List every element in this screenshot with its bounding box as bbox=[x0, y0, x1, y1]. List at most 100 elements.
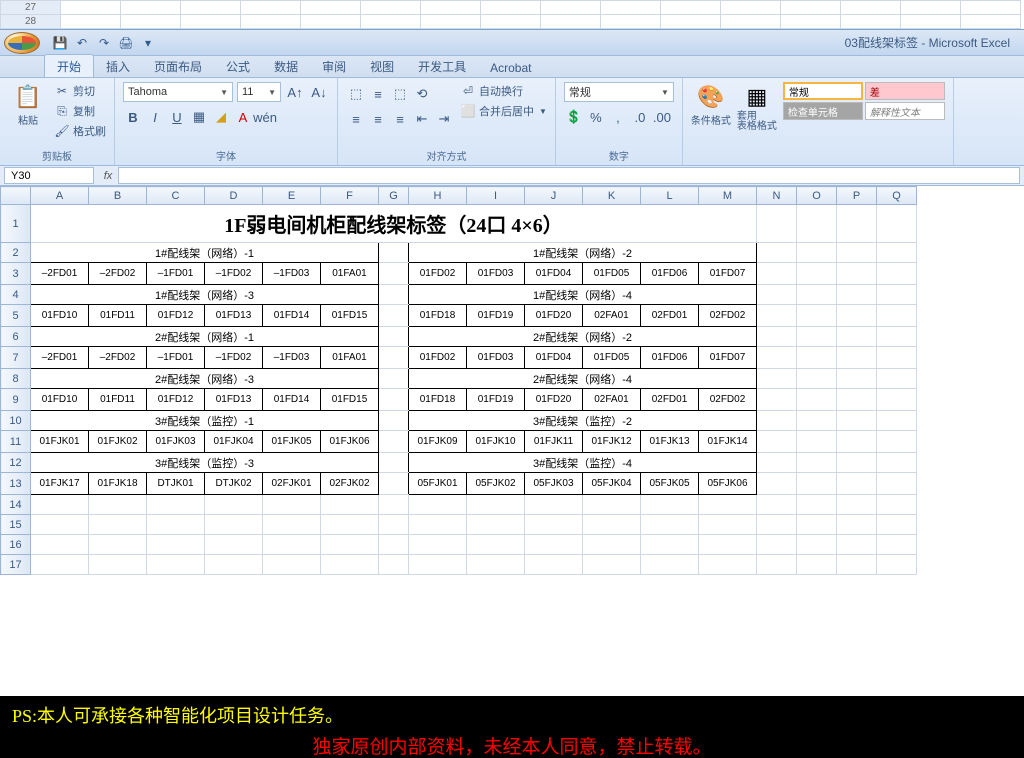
spreadsheet-grid[interactable]: ABCDEFGHIJKLMNOPQ 11F弱电间机柜配线架标签（24口 4×6）… bbox=[0, 186, 917, 575]
cell[interactable]: 01FJK09 bbox=[409, 431, 467, 453]
cell[interactable] bbox=[757, 535, 797, 555]
cell[interactable] bbox=[877, 243, 917, 263]
cell[interactable] bbox=[89, 555, 147, 575]
cell[interactable] bbox=[379, 263, 409, 285]
cell[interactable]: 1#配线架（网络）-4 bbox=[409, 285, 757, 305]
tab-dev[interactable]: 开发工具 bbox=[406, 55, 478, 77]
cell[interactable] bbox=[641, 495, 699, 515]
cell[interactable] bbox=[379, 389, 409, 411]
cell[interactable] bbox=[797, 243, 837, 263]
cell[interactable] bbox=[837, 535, 877, 555]
cell[interactable]: 01FD12 bbox=[147, 389, 205, 411]
cell[interactable]: –1FD02 bbox=[205, 347, 263, 369]
cell[interactable] bbox=[757, 515, 797, 535]
italic-button[interactable]: I bbox=[145, 107, 165, 127]
cell[interactable] bbox=[797, 327, 837, 347]
cell[interactable]: 01FA01 bbox=[321, 347, 379, 369]
cell[interactable]: 01FD15 bbox=[321, 305, 379, 327]
cell[interactable]: 01FD04 bbox=[525, 263, 583, 285]
comma-icon[interactable]: , bbox=[608, 107, 628, 127]
cell[interactable]: 01FJK05 bbox=[263, 431, 321, 453]
indent-inc-icon[interactable]: ⇥ bbox=[434, 109, 454, 129]
cell[interactable]: –1FD03 bbox=[263, 263, 321, 285]
cell[interactable] bbox=[757, 305, 797, 327]
cell[interactable] bbox=[147, 515, 205, 535]
cell[interactable]: 01FJK18 bbox=[89, 473, 147, 495]
cell[interactable] bbox=[837, 305, 877, 327]
cell[interactable] bbox=[379, 285, 409, 305]
cell[interactable]: 3#配线架（监控）-4 bbox=[409, 453, 757, 473]
cell[interactable]: 01FD07 bbox=[699, 263, 757, 285]
cell[interactable] bbox=[205, 535, 263, 555]
cell[interactable]: 1#配线架（网络）-2 bbox=[409, 243, 757, 263]
cell[interactable] bbox=[31, 515, 89, 535]
cell[interactable]: 02FA01 bbox=[583, 389, 641, 411]
cell[interactable]: 01FD05 bbox=[583, 263, 641, 285]
row-header[interactable]: 3 bbox=[1, 263, 31, 285]
cell[interactable]: 01FD18 bbox=[409, 389, 467, 411]
cell[interactable]: 02FJK02 bbox=[321, 473, 379, 495]
cell[interactable] bbox=[467, 535, 525, 555]
cell[interactable] bbox=[757, 327, 797, 347]
cell[interactable] bbox=[797, 205, 837, 243]
row-header[interactable]: 12 bbox=[1, 453, 31, 473]
cell[interactable]: 01FD11 bbox=[89, 305, 147, 327]
cell[interactable] bbox=[31, 535, 89, 555]
cell[interactable]: 01FD13 bbox=[205, 389, 263, 411]
align-center-icon[interactable]: ≡ bbox=[368, 109, 388, 129]
cell[interactable] bbox=[467, 555, 525, 575]
cell[interactable] bbox=[467, 515, 525, 535]
cell[interactable]: 01FD15 bbox=[321, 389, 379, 411]
row-header[interactable]: 16 bbox=[1, 535, 31, 555]
cell[interactable]: 3#配线架（监控）-3 bbox=[31, 453, 379, 473]
cell[interactable]: 05FJK01 bbox=[409, 473, 467, 495]
tab-data[interactable]: 数据 bbox=[262, 55, 310, 77]
cell[interactable]: 05FJK02 bbox=[467, 473, 525, 495]
cell[interactable] bbox=[583, 555, 641, 575]
align-right-icon[interactable]: ≡ bbox=[390, 109, 410, 129]
align-bottom-icon[interactable]: ⬚ bbox=[390, 84, 410, 104]
fill-color-button[interactable]: ◢ bbox=[211, 107, 231, 127]
cell[interactable] bbox=[877, 205, 917, 243]
cell[interactable]: –1FD02 bbox=[205, 263, 263, 285]
cell[interactable]: 01FJK12 bbox=[583, 431, 641, 453]
cell[interactable] bbox=[877, 535, 917, 555]
print-preview-icon[interactable]: 🖨 bbox=[118, 35, 134, 51]
cell[interactable] bbox=[641, 515, 699, 535]
cell[interactable] bbox=[525, 495, 583, 515]
cell[interactable] bbox=[89, 535, 147, 555]
cell[interactable]: 01FJK13 bbox=[641, 431, 699, 453]
align-left-icon[interactable]: ≡ bbox=[346, 109, 366, 129]
cell[interactable] bbox=[757, 285, 797, 305]
cell[interactable] bbox=[263, 495, 321, 515]
cell[interactable] bbox=[877, 305, 917, 327]
cell[interactable]: 01FJK06 bbox=[321, 431, 379, 453]
cell[interactable] bbox=[837, 263, 877, 285]
row-header[interactable]: 5 bbox=[1, 305, 31, 327]
inc-decimal-icon[interactable]: .0 bbox=[630, 107, 650, 127]
cell[interactable] bbox=[757, 369, 797, 389]
cell[interactable]: DTJK02 bbox=[205, 473, 263, 495]
cell[interactable]: –2FD02 bbox=[89, 263, 147, 285]
cell[interactable] bbox=[877, 411, 917, 431]
cell[interactable] bbox=[757, 473, 797, 495]
cell[interactable] bbox=[641, 555, 699, 575]
cell[interactable]: –2FD01 bbox=[31, 263, 89, 285]
row-header[interactable]: 10 bbox=[1, 411, 31, 431]
cell[interactable] bbox=[877, 347, 917, 369]
cell[interactable]: 02FD01 bbox=[641, 389, 699, 411]
cell[interactable] bbox=[837, 555, 877, 575]
cell[interactable] bbox=[757, 555, 797, 575]
cell[interactable] bbox=[379, 453, 409, 473]
cell[interactable] bbox=[321, 535, 379, 555]
cell[interactable] bbox=[837, 243, 877, 263]
cell[interactable] bbox=[797, 431, 837, 453]
cell[interactable] bbox=[837, 473, 877, 495]
cell[interactable]: 01FJK17 bbox=[31, 473, 89, 495]
cell[interactable] bbox=[877, 515, 917, 535]
font-color-button[interactable]: A bbox=[233, 107, 253, 127]
cell[interactable]: 01FJK03 bbox=[147, 431, 205, 453]
cell[interactable]: 02FA01 bbox=[583, 305, 641, 327]
cell[interactable] bbox=[837, 389, 877, 411]
tab-acrobat[interactable]: Acrobat bbox=[478, 58, 543, 77]
